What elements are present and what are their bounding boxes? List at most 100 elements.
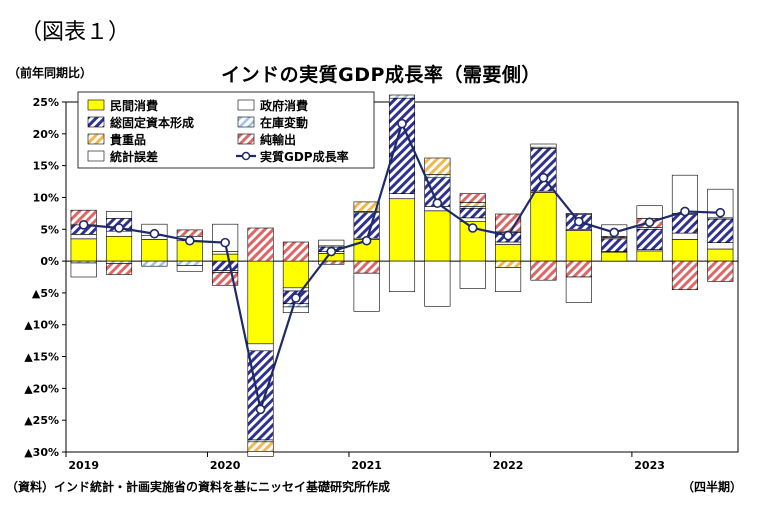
x-year-label: 2019 [68,459,99,472]
bar-stack [459,193,486,289]
y-tick: 20% [33,128,66,141]
bar-segment [176,229,203,237]
bar-segment [707,218,734,243]
legend-item: 貴重品 [87,132,146,147]
bar-stack [565,213,592,303]
gdp-point [255,404,266,415]
bar-segment [282,241,309,262]
bar-segment [106,263,133,275]
y-tick-label: 10% [33,191,59,204]
y-tick-label: ▲25% [24,414,59,427]
y-tick-label: ▲5% [32,287,59,300]
bar-stack [282,241,309,313]
legend-label: 純輸出 [260,132,296,147]
gdp-point [609,227,620,238]
bar-segment [424,260,451,307]
bar-segment [424,157,451,175]
gdp-point [184,235,195,246]
gdp-point [715,207,726,218]
bar-segment [495,244,522,262]
bar-segment [247,343,274,352]
bar-segment [353,212,380,239]
y-tick: ▲20% [24,382,66,395]
bar-segment [565,276,592,303]
bar-segment [318,260,345,265]
gdp-point [361,235,372,246]
y-tick-label: 20% [33,128,59,141]
bar-segment [247,227,274,262]
bar-segment [636,205,663,219]
bar-segment [212,260,239,271]
y-tick-label: ▲15% [24,351,59,364]
x-year-label: 2022 [493,459,524,472]
bar-segment [282,260,309,289]
bar-segment [530,260,557,281]
y-tick: ▲5% [32,287,66,300]
gdp-point [467,223,478,233]
bar-stack [636,205,663,262]
bar-segment [388,198,416,262]
x-tick: 2021 [351,459,382,472]
y-tick: ▲10% [24,319,66,332]
chart-title: インドの実質GDP成長率（需要側） [221,64,541,86]
legend-label: 貴重品 [110,132,146,147]
bar-segment [388,193,416,200]
bar-segment [318,239,345,247]
source-note: （資料）インド統計・計画実施省の資料を基にニッセイ基礎研究所作成 [6,480,391,494]
bar-stack [353,201,380,312]
bar-segment [636,228,663,250]
legend-item: 政府消費 [237,98,308,113]
gdp-point [397,118,407,129]
bar-stack [388,94,416,292]
bar-segment [106,235,133,262]
x-year-label: 2020 [210,459,241,472]
legend-label: 政府消費 [260,98,308,113]
bar-segment [353,260,380,274]
legend-item: 在庫変動 [237,115,308,130]
bar-segment [495,260,522,268]
bar-segment [247,441,274,452]
gdp-point [291,293,301,303]
y-tick: 0% [40,255,66,268]
y-tick-label: ▲10% [24,319,59,332]
bar-segment [247,451,274,457]
legend-item: 民間消費 [87,98,158,113]
gdp-point [644,217,655,228]
gdp-point [432,198,443,208]
legend-box [77,91,375,169]
bars-layer [70,94,734,457]
bar-segment [388,260,416,292]
bar-segment [707,242,734,250]
bar-segment [495,241,522,245]
legend-swatch [87,150,105,162]
y-tick: 10% [33,191,66,204]
x-tick: 2019 [68,459,99,472]
bar-segment [106,260,133,264]
bar-segment [530,143,557,148]
y-tick-label: ▲30% [24,446,59,459]
bar-segment [141,239,168,262]
y-tick: 5% [40,223,66,236]
legend-label: 実質GDP成長率 [260,149,349,164]
gdp-point [680,206,690,217]
y-tick-label: ▲20% [24,382,59,395]
bar-segment [459,260,486,289]
bar-segment [565,260,592,278]
bar-stack [671,174,698,291]
bar-segment [601,251,628,262]
legend-label: 総固定資本形成 [110,115,194,130]
bar-segment [353,201,380,212]
legend-swatch [237,116,255,128]
bar-segment [176,260,203,266]
legend-swatch [87,133,105,145]
bar-segment [247,260,274,345]
bar-segment [282,287,309,292]
legend-label: 民間消費 [110,98,158,113]
legend-swatch [87,116,105,128]
bar-stack [247,227,274,457]
y-tick: ▲25% [24,414,66,427]
y-tick-label: 25% [33,96,59,109]
bar-segment [282,303,309,308]
bar-segment [141,260,168,267]
